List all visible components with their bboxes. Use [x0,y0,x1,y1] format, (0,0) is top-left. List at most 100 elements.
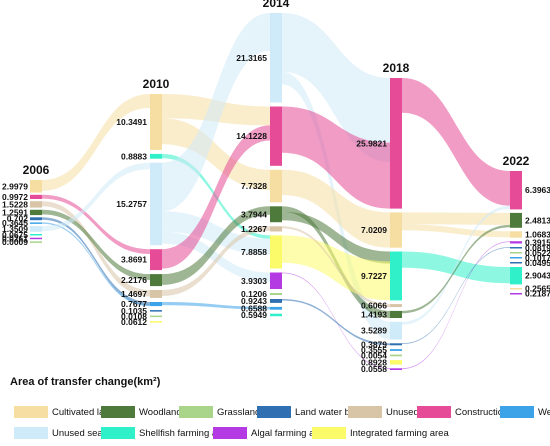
node-2006-wetland-5 [30,222,42,224]
node-2018-unused-sea-5 [390,321,402,340]
flow-2018-unused-sea-to-2022-construction-land [402,205,510,325]
node-2018-unused-land-3 [390,304,402,308]
value-label-2010-3: 3.8691 [121,255,147,265]
value-label-2022-8: 2.9043 [525,271,550,281]
value-label-2006-6: 1.3509 [2,224,28,234]
legend-label-construction-land: Construction land [455,406,529,418]
flow-2014-unused-land-to-2018-unused-land [282,226,390,308]
value-label-2022-10: 0.2187 [525,289,550,299]
node-2010-integrated-farming-area-9 [150,321,162,323]
legend-swatch-land-water-body [257,406,291,418]
value-label-2018-5: 3.5289 [361,326,387,336]
node-2022-land-water-body-4 [510,247,522,249]
legend-label-unused-land: Unused land [386,406,440,418]
node-2006-algal-farming-area-8 [30,237,42,240]
flow-2006-woodland-to-2010-woodland [42,209,150,280]
legend-swatch-unused-land [348,406,382,418]
legend-item-grassland: Grassland [179,405,260,419]
value-label-2014-4: 1.2267 [241,224,267,234]
flow-2018-algal-farming-area-to-2022-algal-farming-area [402,241,510,370]
node-2022-algal-farming-area-3 [510,241,522,244]
value-label-2010-7: 0.1035 [121,306,147,316]
node-2010-unused-land-5 [150,290,162,298]
legend-label-land-water-body: Land water body [295,406,366,418]
nodes [30,13,522,370]
flow-2006-wetland-to-2010-wetland [42,222,150,307]
flow-2018-cultivated-land-to-2022-woodland [402,212,510,225]
node-2010-land-water-body-7 [150,310,162,312]
value-label-2018-10: 0.0558 [361,364,387,372]
node-2006-grassland-9 [30,241,42,243]
node-2010-grassland-8 [150,315,162,318]
legend-item-woodland: Woodland [101,405,182,419]
flow-2014-construction-land-to-2018-construction-land [282,106,390,209]
node-2018-construction-land-0 [390,78,402,209]
node-2010-shellfish-farming-area-1 [150,153,162,159]
value-label-2014-6: 3.9303 [241,276,267,286]
node-2022-land-water-body-7 [510,262,522,264]
legend-label-algal-farming-area: Algal farming area [251,427,329,439]
value-label-2014-9: 0.6588 [241,303,267,313]
node-2022-wetland-6 [510,257,522,259]
flow-2010-wetland-to-2014-wetland [162,302,270,310]
node-2022-algal-farming-area-10 [510,293,522,295]
value-label-2010-6: 0.7677 [121,299,147,309]
legend-label-integrated-farming-area: Integrated farming area [350,427,449,439]
flow-2006-unused-sea-to-2010-unused-sea [42,162,150,232]
value-label-2006-3: 1.2591 [2,207,28,217]
legend-item-construction-land: Construction land [417,405,529,419]
node-2014-construction-land-1 [270,106,282,166]
flow-2018-land-water-body-to-2022-land-water-body [402,247,510,345]
value-label-2014-0: 21.3165 [236,53,267,63]
flow-2014-algal-farming-area-to-2018-algal-farming-area [282,272,390,370]
node-2010-cultivated-land-0 [150,94,162,150]
legend-item-algal-farming-area: Algal farming area [213,426,328,440]
legend-label-shellfish-farming-area: Shellfish farming area [139,427,231,439]
node-2018-wetland-7 [390,349,402,351]
value-label-2022-3: 0.3915 [525,237,550,247]
value-label-2018-7: 0.3555 [361,345,387,355]
flow-2018-construction-land-to-2022-construction-land [402,78,510,206]
value-label-2022-9: 0.2565 [525,284,550,294]
node-2014-wetland-9 [270,306,282,310]
flow-2018-shellfish-farming-area-to-2022-shellfish-farming-area [402,251,510,284]
flow-2010-unused-land-to-2014-unused-land [162,226,270,296]
node-2006-unused-land-2 [30,201,42,208]
value-label-2022-7: 0.0495 [525,258,550,268]
flow-2018-cultivated-land-to-2022-cultivated-land [402,224,510,238]
value-label-2006-5: 0.3645 [2,218,28,228]
value-label-2018-6: 0.3879 [361,339,387,349]
node-2018-algal-farming-area-10 [390,368,402,370]
flow-2014-land-water-body-to-2018-land-water-body [282,299,390,346]
node-2022-cultivated-land-9 [510,288,522,290]
flow-2014-unused-sea-to-2018-construction-land [282,13,390,162]
legend-swatch-algal-farming-area [213,427,247,439]
value-label-2006-4: 0.702 [7,214,29,224]
legend-swatch-grassland [179,406,213,418]
node-2010-woodland-4 [150,274,162,287]
year-label-2010: 2010 [143,77,170,91]
value-label-2006-2: 1.5228 [2,199,28,209]
legend-swatch-cultivated-land [14,406,48,418]
node-2018-cultivated-land-1 [390,212,402,248]
legend-title: Area of transfer change(km²) [10,376,161,388]
flow-2006-cultivated-land-to-2010-cultivated-land [42,94,150,191]
node-2014-shellfish-farming-area-10 [270,313,282,317]
node-2018-shellfish-farming-area-2 [390,251,402,301]
node-2018-land-water-body-6 [390,343,402,346]
value-label-2018-9: 0.8928 [361,357,387,367]
value-label-2022-6: 0.1017 [525,253,550,263]
node-2006-land-water-body-4 [30,217,42,221]
node-2006-construction-land-1 [30,194,42,199]
flows [42,13,510,370]
value-label-2014-7: 0.1206 [241,289,267,299]
flow-2014-woodland-to-2018-shellfish-farming-area [282,211,390,264]
value-label-2018-3: 0.6066 [361,301,387,311]
node-2006-shellfish-farming-area-7 [30,234,42,236]
value-label-2010-0: 10.3491 [116,117,147,127]
legend-label-wetland: Wetland [538,406,550,418]
value-label-2006-8: 0.0261 [2,234,28,244]
value-label-2014-2: 7.7328 [241,181,267,191]
value-label-2006-7: 0.0675 [2,230,28,240]
node-2022-grassland-5 [510,252,522,254]
